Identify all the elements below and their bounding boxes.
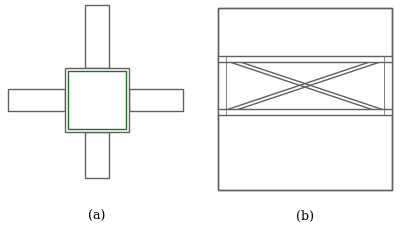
Bar	[217, 109, 391, 115]
Bar	[65, 68, 129, 132]
Bar	[383, 56, 391, 115]
Bar	[85, 5, 109, 68]
Bar	[68, 71, 126, 129]
Bar	[129, 89, 182, 111]
Bar	[217, 8, 391, 190]
Text: (b): (b)	[295, 210, 313, 223]
Bar	[85, 132, 109, 178]
Bar	[217, 56, 391, 62]
Bar	[217, 56, 225, 115]
Text: (a): (a)	[88, 210, 105, 223]
Bar	[217, 109, 391, 115]
Bar	[8, 89, 65, 111]
Bar	[217, 56, 225, 115]
Bar	[217, 56, 391, 62]
Bar	[217, 8, 391, 190]
Bar	[383, 56, 391, 115]
